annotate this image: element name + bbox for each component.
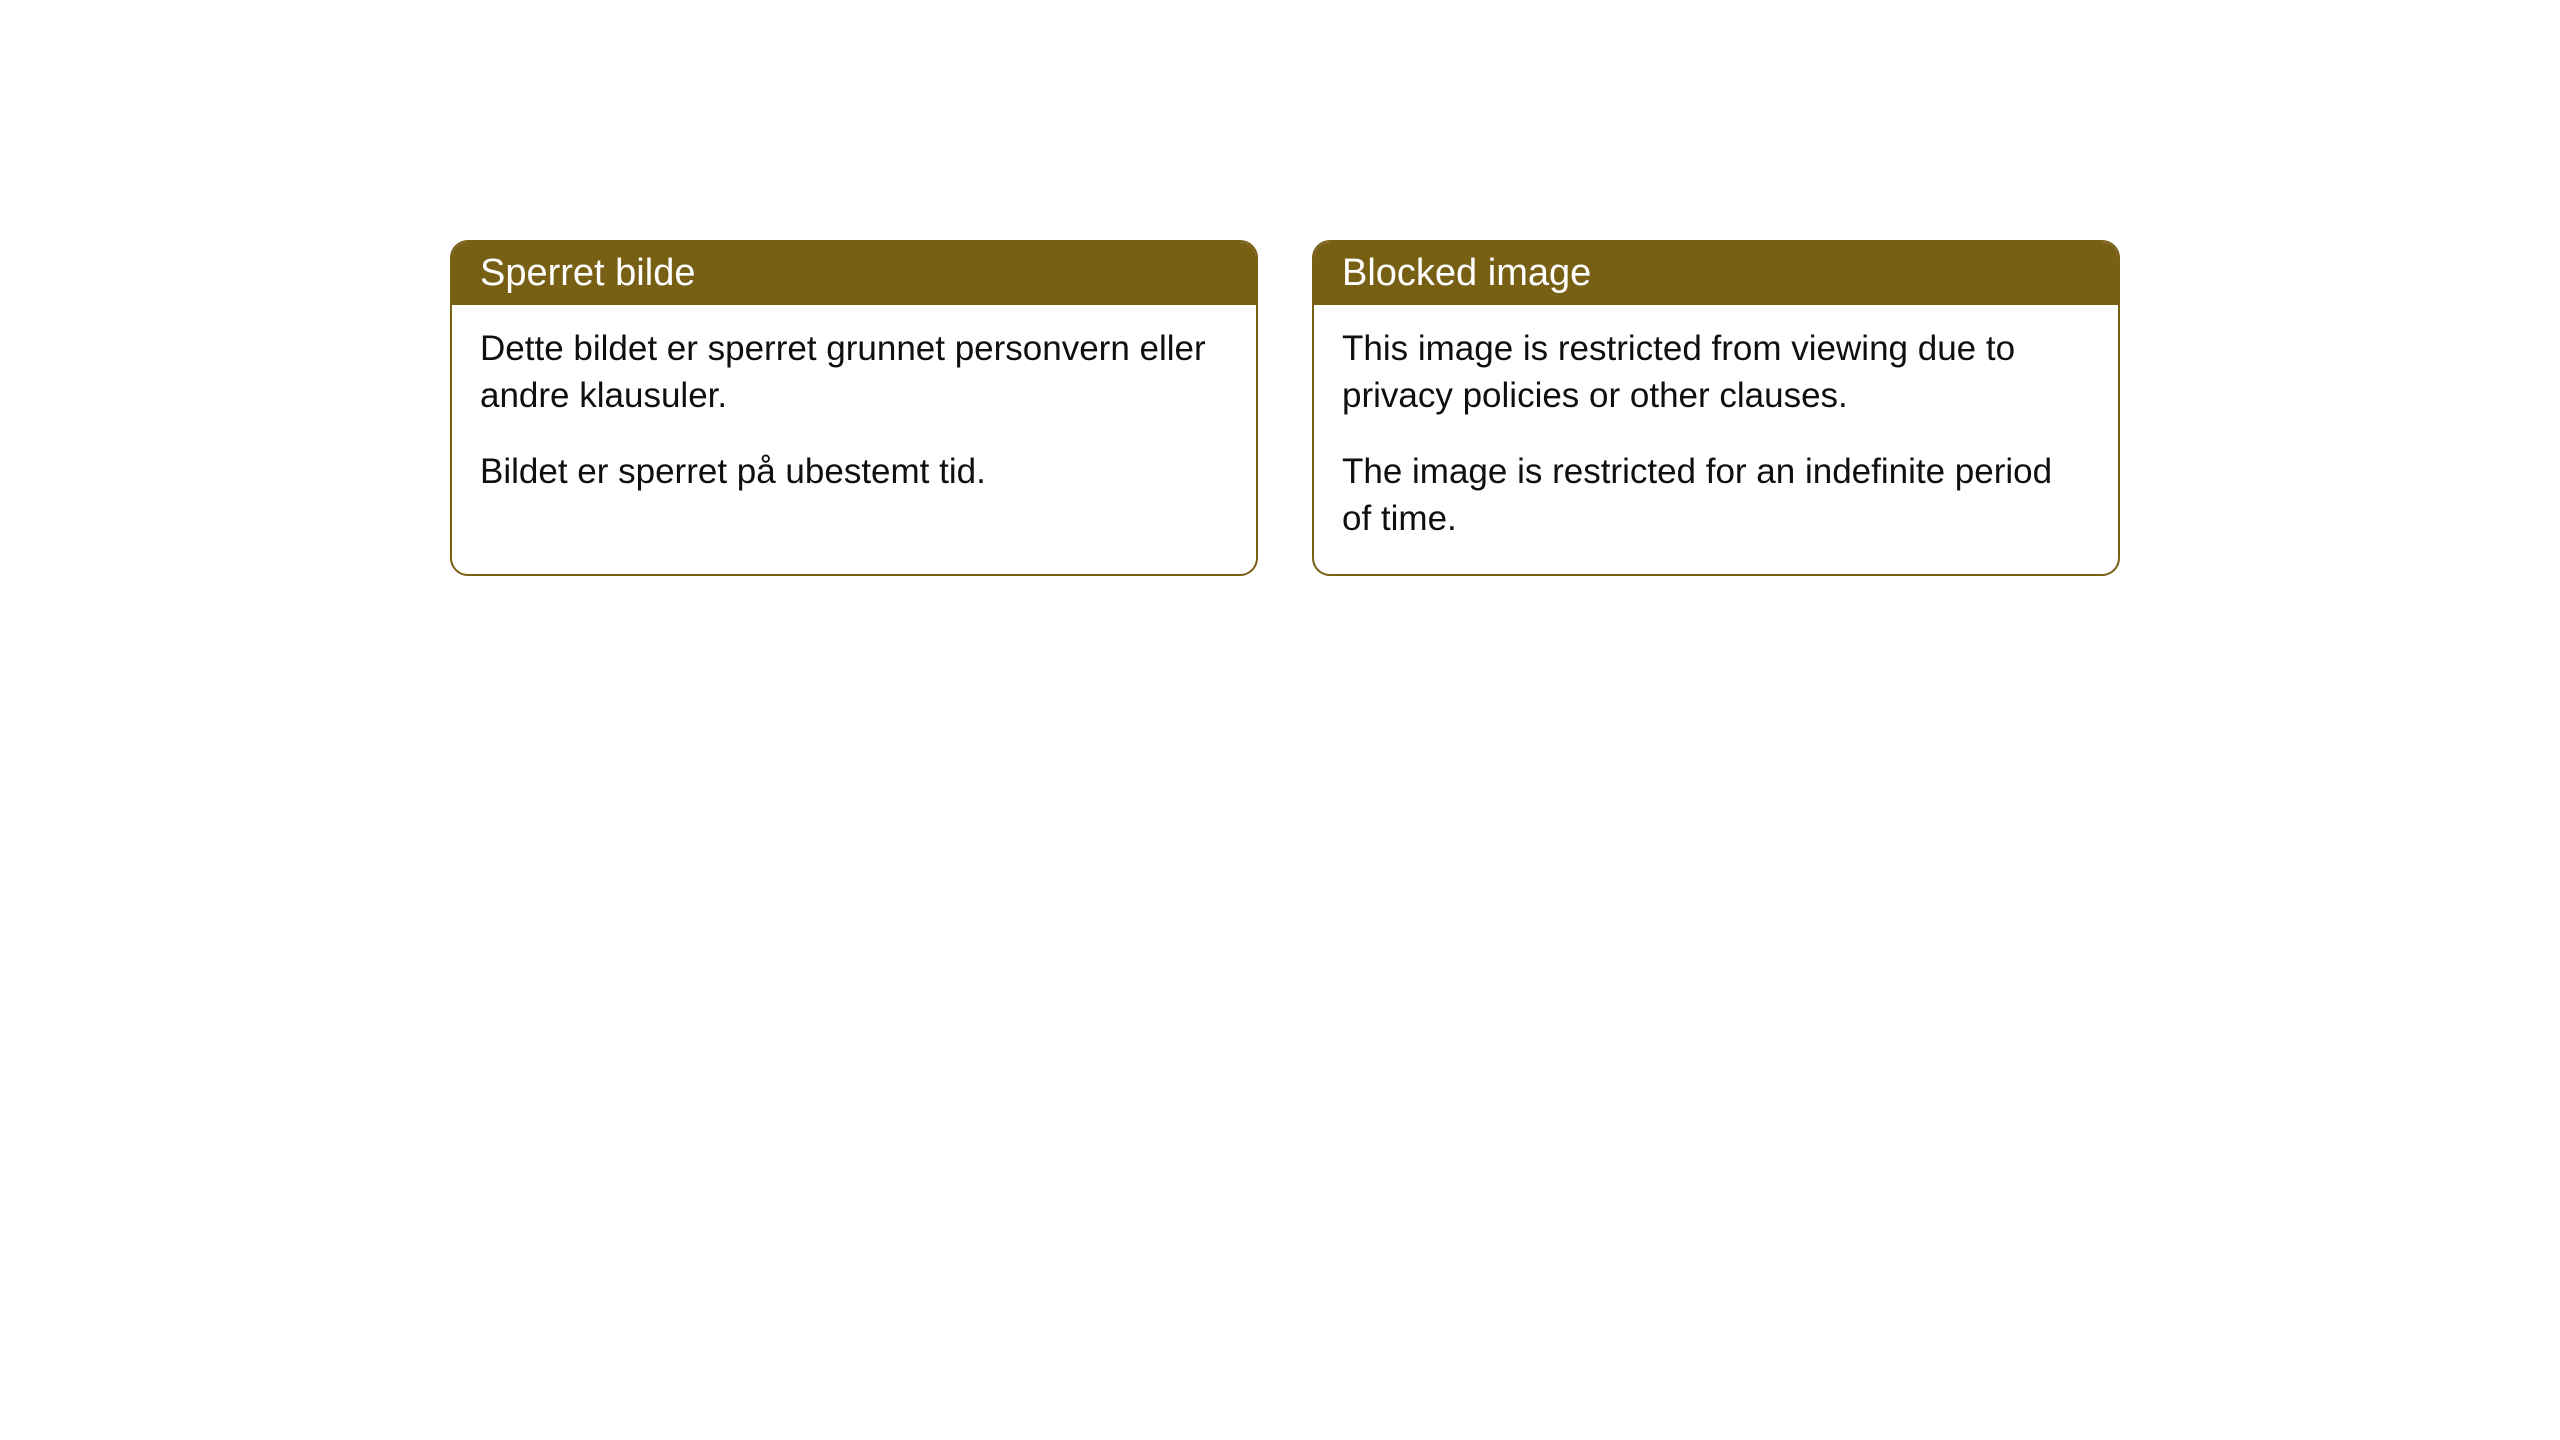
card-text-norwegian-2: Bildet er sperret på ubestemt tid. — [480, 448, 1228, 495]
card-header-norwegian: Sperret bilde — [452, 242, 1256, 305]
card-header-english: Blocked image — [1314, 242, 2118, 305]
card-title-english: Blocked image — [1342, 252, 1591, 294]
card-text-norwegian-1: Dette bildet er sperret grunnet personve… — [480, 325, 1228, 420]
card-title-norwegian: Sperret bilde — [480, 252, 695, 294]
notice-cards-container: Sperret bilde Dette bildet er sperret gr… — [450, 240, 2120, 576]
blocked-image-card-norwegian: Sperret bilde Dette bildet er sperret gr… — [450, 240, 1258, 576]
card-text-english-2: The image is restricted for an indefinit… — [1342, 448, 2090, 543]
card-body-norwegian: Dette bildet er sperret grunnet personve… — [452, 305, 1256, 527]
card-text-english-1: This image is restricted from viewing du… — [1342, 325, 2090, 420]
card-body-english: This image is restricted from viewing du… — [1314, 305, 2118, 574]
blocked-image-card-english: Blocked image This image is restricted f… — [1312, 240, 2120, 576]
